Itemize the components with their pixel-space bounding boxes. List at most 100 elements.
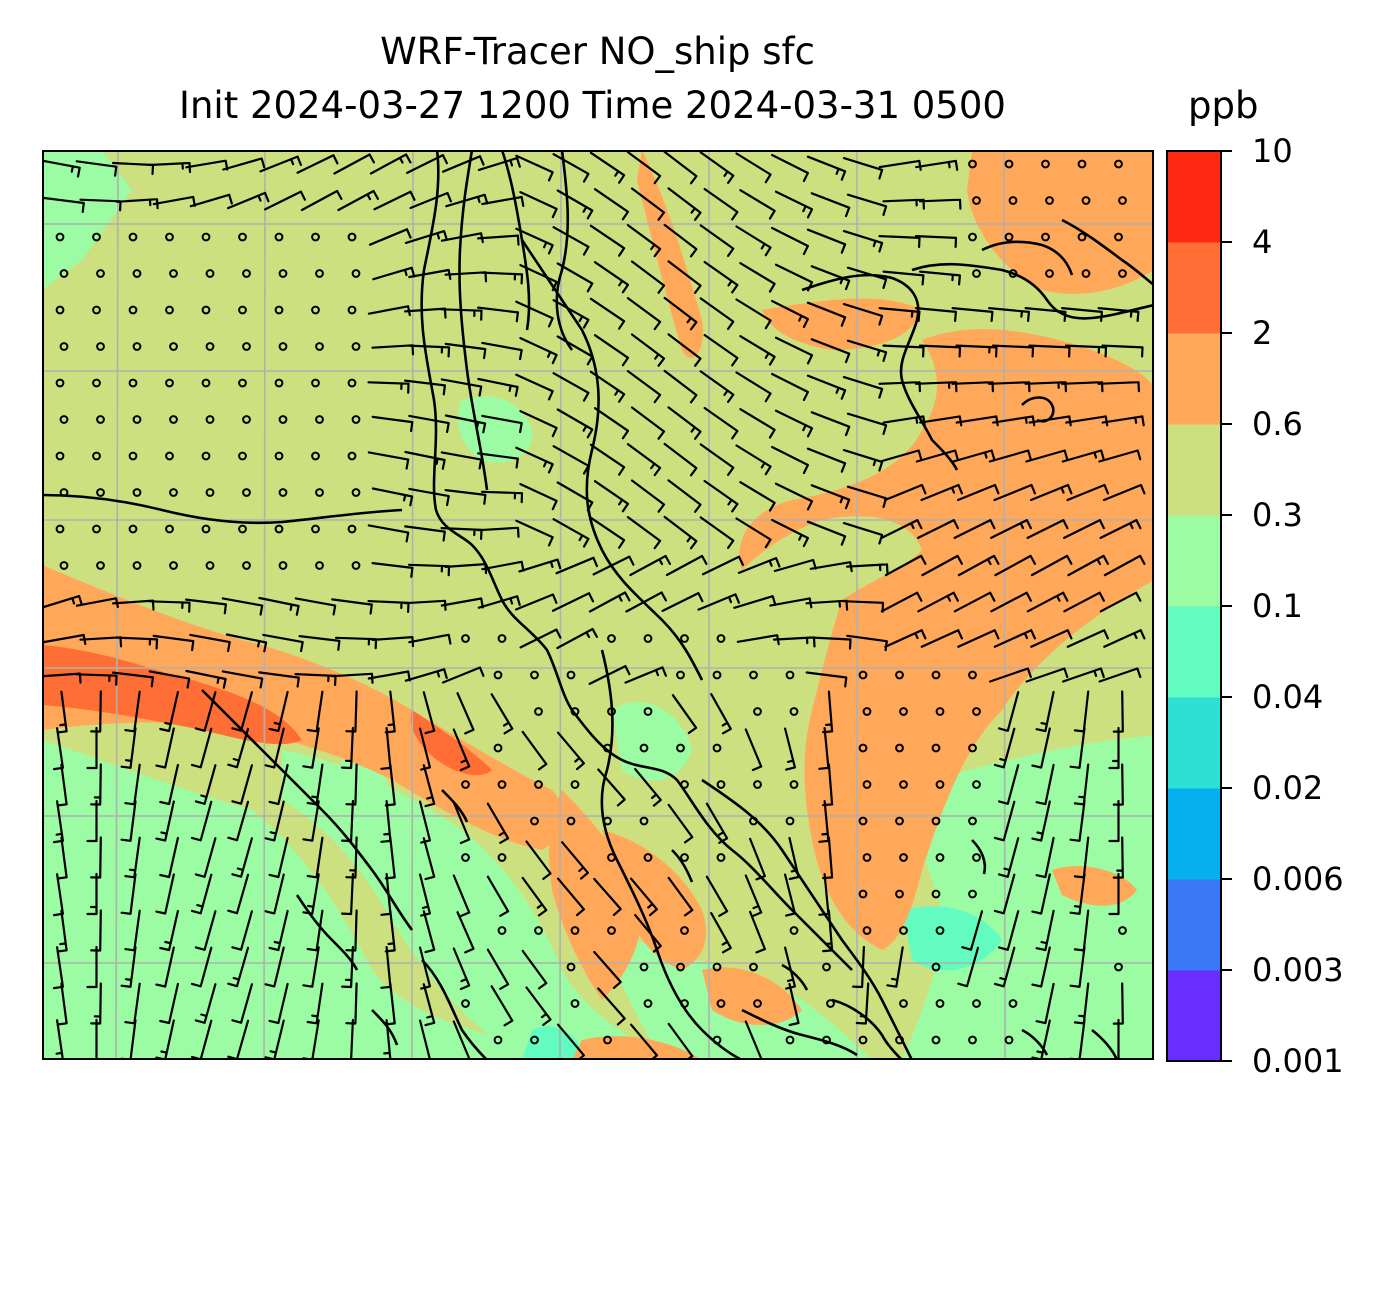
wind-barb	[953, 591, 996, 613]
wind-barb	[880, 591, 923, 613]
wind-barb	[710, 693, 732, 735]
wind-barb	[592, 555, 635, 576]
calm-wind-circle	[680, 780, 689, 789]
wind-barb	[703, 260, 739, 294]
calm-wind-circle	[347, 378, 357, 388]
calm-wind-circle	[169, 342, 178, 351]
wind-barb	[918, 198, 962, 210]
wind-barb	[1067, 554, 1109, 577]
wind-barb	[1097, 381, 1140, 393]
wind-barb	[380, 1019, 392, 1060]
wind-barb	[593, 334, 630, 367]
wind-barb	[556, 408, 594, 439]
map-panel	[42, 150, 1154, 1060]
wind-barb	[519, 337, 558, 365]
wind-barb	[626, 224, 662, 258]
calm-wind-circle	[205, 415, 215, 424]
calm-wind-circle	[201, 305, 211, 315]
wind-barb	[884, 554, 927, 577]
calm-wind-circle	[278, 342, 288, 351]
calm-wind-circle	[461, 999, 470, 1008]
calm-wind-circle	[1114, 159, 1123, 169]
calm-wind-circle	[935, 707, 945, 716]
wind-barb	[663, 223, 698, 258]
wind-barb	[667, 406, 702, 440]
wind-barb	[409, 191, 452, 210]
calm-wind-circle	[931, 889, 941, 899]
wind-barb	[661, 592, 704, 612]
calm-wind-circle	[497, 853, 507, 862]
calm-wind-circle	[238, 451, 247, 461]
wind-barb	[993, 483, 1036, 502]
calm-wind-circle	[96, 561, 105, 570]
calm-wind-circle	[169, 269, 178, 278]
wind-barb	[221, 670, 264, 689]
wind-barb	[152, 634, 195, 652]
calm-wind-circle	[55, 524, 65, 534]
wind-barb	[919, 415, 963, 427]
wind-barb	[264, 946, 285, 988]
calm-wind-circle	[972, 853, 981, 862]
calm-wind-circle	[205, 342, 215, 351]
calm-wind-circle	[205, 269, 215, 278]
wind-barb	[919, 270, 961, 286]
calm-wind-circle	[566, 816, 576, 826]
wind-barb	[306, 690, 324, 733]
wind-barb	[703, 333, 739, 367]
wind-barb	[735, 517, 772, 549]
wind-barb	[515, 446, 554, 474]
calm-wind-circle	[274, 305, 284, 315]
calm-wind-circle	[165, 232, 174, 242]
wind-barbs-layer	[42, 150, 1146, 1060]
wind-barb	[404, 230, 448, 244]
wind-barb	[552, 445, 590, 475]
wind-barb	[774, 409, 814, 438]
wind-barb	[629, 554, 671, 577]
wind-barb	[477, 306, 519, 323]
wind-barb	[772, 636, 816, 648]
colorbar-tick-label: 0.001	[1252, 1042, 1344, 1080]
colorbar-tick-label: 0.02	[1252, 769, 1324, 807]
wind-barb	[703, 479, 739, 513]
wind-barb	[630, 187, 666, 221]
wind-barb	[805, 671, 848, 688]
wind-barb	[1030, 629, 1073, 648]
calm-wind-circle	[716, 999, 726, 1008]
wind-barb	[380, 800, 392, 843]
calm-wind-circle	[169, 488, 178, 497]
calm-wind-circle	[311, 232, 320, 242]
calm-wind-circle	[132, 269, 142, 278]
calm-wind-circle	[311, 524, 320, 534]
wind-barb	[86, 799, 98, 843]
calm-wind-circle	[201, 232, 211, 242]
wind-barb	[86, 1018, 98, 1060]
wind-barb	[1108, 799, 1120, 843]
calm-wind-circle	[1004, 159, 1014, 169]
calm-wind-circle	[1118, 269, 1127, 278]
wind-barb	[258, 596, 300, 616]
wind-barb	[845, 563, 889, 575]
calm-wind-circle	[497, 926, 507, 935]
calm-wind-circle	[278, 415, 288, 424]
wind-barb	[294, 673, 337, 686]
wind-barb	[961, 910, 984, 951]
wind-barb	[988, 449, 1032, 463]
wind-barb	[842, 376, 884, 399]
wind-barb	[593, 950, 622, 989]
calm-wind-circle	[1045, 269, 1054, 278]
calm-wind-circle	[753, 999, 762, 1008]
colorbar-band	[1167, 970, 1221, 1062]
calm-wind-circle	[59, 269, 69, 278]
wind-barb	[771, 372, 809, 402]
wind-barb	[331, 598, 373, 615]
calm-wind-circle	[716, 634, 726, 643]
wind-barb	[86, 872, 98, 916]
wind-barb	[518, 558, 562, 573]
calm-wind-circle	[55, 378, 65, 388]
wind-barb	[155, 727, 175, 769]
calm-wind-circle	[1114, 232, 1123, 242]
calm-wind-circle	[205, 488, 215, 497]
calm-wind-circle	[968, 816, 977, 826]
wind-barb	[367, 600, 410, 613]
wind-barb	[296, 154, 339, 174]
